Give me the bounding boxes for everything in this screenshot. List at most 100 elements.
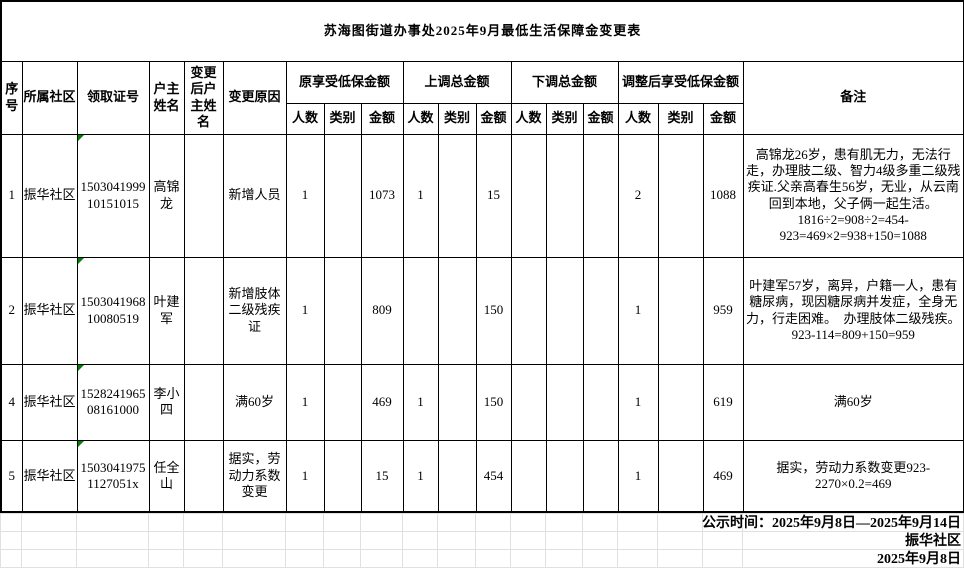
cell-remark[interactable]: 满60岁 [742,363,964,441]
cell-down-amount[interactable] [582,363,619,441]
col-header-community[interactable]: 所属社区 [21,60,78,135]
cell-seq[interactable]: 4 [0,363,23,441]
cell-orig-category[interactable] [323,363,362,441]
group-header-adjusted[interactable]: 调整后享受低保金额 [617,60,744,104]
sub-header-down-category[interactable]: 类别 [545,102,584,135]
cell-adj-amount[interactable]: 619 [702,363,744,441]
cell-orig-category[interactable] [323,439,362,513]
sub-header-orig-count[interactable]: 人数 [285,102,325,135]
cell-down-count[interactable] [510,439,547,513]
cell-new-head-name[interactable] [183,133,224,258]
cell-up-count[interactable]: 1 [402,363,439,441]
sub-header-up-count[interactable]: 人数 [402,102,439,135]
cell-up-amount[interactable]: 454 [475,439,512,513]
cell-seq[interactable]: 1 [0,133,23,258]
cell-orig-count[interactable]: 1 [285,256,325,365]
cell-adj-category[interactable] [657,363,704,441]
cell-down-amount[interactable] [582,256,619,365]
cell-down-amount[interactable] [582,133,619,258]
cell-cert-no[interactable]: 15030419751127051x [76,439,150,513]
cell-up-amount[interactable]: 150 [475,256,512,365]
cell-adj-category[interactable] [657,439,704,513]
cell-down-category[interactable] [545,256,584,365]
group-header-original[interactable]: 原享受低保金额 [285,60,404,104]
cell-orig-amount[interactable]: 809 [360,256,404,365]
cell-orig-count[interactable]: 1 [285,133,325,258]
col-header-seq[interactable]: 序号 [0,60,23,135]
col-header-new-head-name[interactable]: 变更后户主姓名 [183,60,224,135]
sub-header-orig-amount[interactable]: 金额 [360,102,404,135]
cell-down-count[interactable] [510,363,547,441]
cell-head-name[interactable]: 高锦龙 [148,133,185,258]
cell-down-category[interactable] [545,439,584,513]
cell-new-head-name[interactable] [183,256,224,365]
cell-adj-amount[interactable]: 469 [702,439,744,513]
cell-up-category[interactable] [437,363,477,441]
sub-header-adj-amount[interactable]: 金额 [702,102,744,135]
cell-adj-amount[interactable]: 1088 [702,133,744,258]
sub-header-up-amount[interactable]: 金额 [475,102,512,135]
cell-up-amount[interactable]: 150 [475,363,512,441]
cell-orig-category[interactable] [323,256,362,365]
cell-down-category[interactable] [545,133,584,258]
sub-header-down-count[interactable]: 人数 [510,102,547,135]
col-header-reason[interactable]: 变更原因 [222,60,287,135]
cell-community[interactable]: 振华社区 [21,133,78,258]
cell-orig-count[interactable]: 1 [285,363,325,441]
cell-reason[interactable]: 新增人员 [222,133,287,258]
cell-up-count[interactable]: 1 [402,439,439,513]
cell-remark[interactable]: 高锦龙26岁，患有肌无力，无法行走，办理肢二级、智力4级多重二级残疾证.父亲高春… [742,133,964,258]
cell-orig-count[interactable]: 1 [285,439,325,513]
grid-cell[interactable] [742,549,964,568]
cell-adj-count[interactable]: 1 [617,439,659,513]
cell-reason[interactable]: 据实，劳动力系数变更 [222,439,287,513]
sub-header-down-amount[interactable]: 金额 [582,102,619,135]
cell-adj-count[interactable]: 1 [617,256,659,365]
cell-down-count[interactable] [510,133,547,258]
cell-adj-count[interactable]: 1 [617,363,659,441]
cell-orig-category[interactable] [323,133,362,258]
cell-head-name[interactable]: 李小四 [148,363,185,441]
cell-reason[interactable]: 新增肢体二级残疾证 [222,256,287,365]
cell-adj-count[interactable]: 2 [617,133,659,258]
cell-new-head-name[interactable] [183,363,224,441]
cell-down-category[interactable] [545,363,584,441]
cell-down-count[interactable] [510,256,547,365]
col-header-remarks[interactable]: 备注 [742,60,964,135]
col-header-head-name[interactable]: 户主姓名 [148,60,185,135]
col-header-cert-no[interactable]: 领取证号 [76,60,150,135]
cell-remark[interactable]: 叶建军57岁，离异，户籍一人，患有糖尿病，现因糖尿病并发症，全身无力，行走困难。… [742,256,964,365]
cell-community[interactable]: 振华社区 [21,363,78,441]
cell-up-count[interactable] [402,256,439,365]
cell-reason[interactable]: 满60岁 [222,363,287,441]
cell-head-name[interactable]: 叶建军 [148,256,185,365]
cell-cert-no[interactable]: 150304196810080519 [76,256,150,365]
cell-adj-amount[interactable]: 959 [702,256,744,365]
cell-orig-amount[interactable]: 15 [360,439,404,513]
cell-community[interactable]: 振华社区 [21,439,78,513]
cell-down-amount[interactable] [582,439,619,513]
sub-header-adj-category[interactable]: 类别 [657,102,704,135]
sub-header-adj-count[interactable]: 人数 [617,102,659,135]
cell-cert-no[interactable]: 152824196508161000 [76,363,150,441]
cell-up-category[interactable] [437,439,477,513]
cell-seq[interactable]: 5 [0,439,23,513]
cell-orig-amount[interactable]: 469 [360,363,404,441]
sub-header-up-category[interactable]: 类别 [437,102,477,135]
cell-community[interactable]: 振华社区 [21,256,78,365]
cell-adj-category[interactable] [657,256,704,365]
cell-up-count[interactable]: 1 [402,133,439,258]
cell-orig-amount[interactable]: 1073 [360,133,404,258]
group-header-increase[interactable]: 上调总金额 [402,60,512,104]
cell-up-amount[interactable]: 15 [475,133,512,258]
cell-seq[interactable]: 2 [0,256,23,365]
cell-cert-no[interactable]: 150304199910151015 [76,133,150,258]
cell-new-head-name[interactable] [183,439,224,513]
group-header-decrease[interactable]: 下调总金额 [510,60,619,104]
cell-head-name[interactable]: 任全山 [148,439,185,513]
cell-adj-category[interactable] [657,133,704,258]
sub-header-orig-category[interactable]: 类别 [323,102,362,135]
cell-remark[interactable]: 据实，劳动力系数变更923-2270×0.2=469 [742,439,964,513]
cell-up-category[interactable] [437,256,477,365]
cell-up-category[interactable] [437,133,477,258]
